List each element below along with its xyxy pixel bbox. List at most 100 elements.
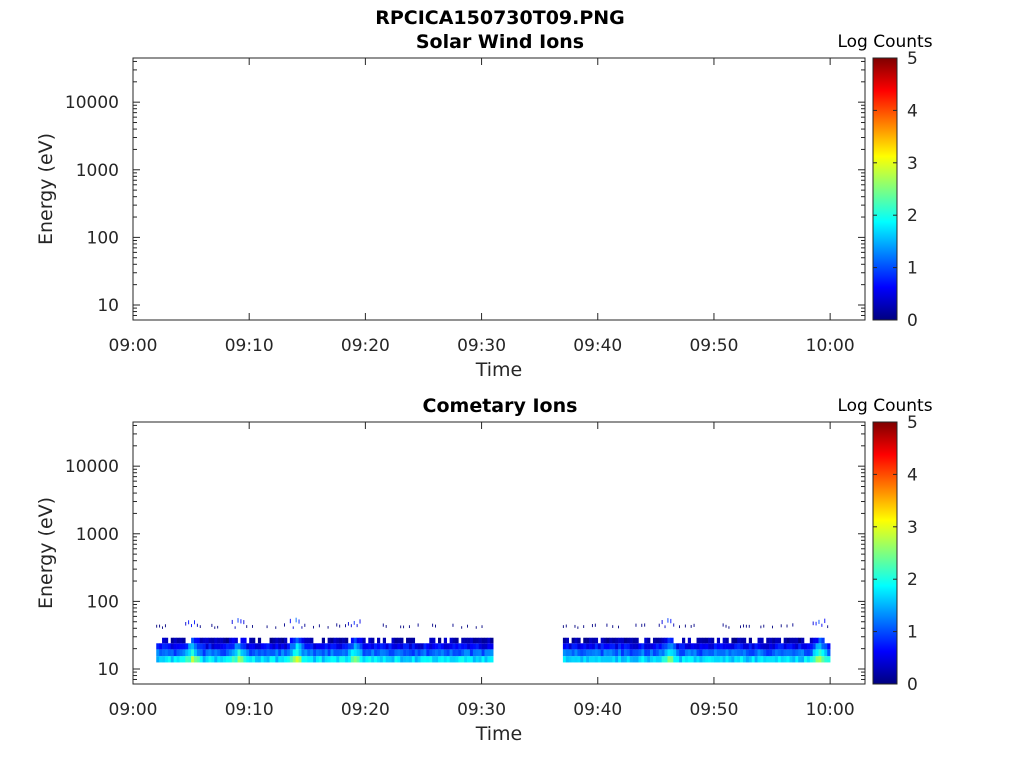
heatmap-cell [467,643,471,650]
heatmap-cell [792,643,796,650]
heatmap-cell [594,637,599,644]
heatmap-cell [333,649,337,657]
heatmap-cell [260,656,265,663]
heatmap-cell [435,643,439,650]
heatmap-cell [304,656,308,663]
heatmap-cell [324,643,328,650]
heatmap-cell [318,624,320,628]
heatmap-cell [217,637,221,644]
heatmap-cell [350,637,355,644]
heatmap-cell [237,643,241,650]
heatmap-cell [164,624,166,628]
heatmap-cell [772,656,776,663]
heatmap-cell [292,626,294,629]
heatmap-cell [740,649,744,657]
heatmap-cell [185,656,189,663]
heatmap-cell [304,623,306,627]
heatmap-cell [818,619,820,624]
heatmap-cell [307,649,311,657]
heatmap-cell [684,656,689,663]
heatmap-cell [577,626,579,629]
heatmap-cell [458,643,462,650]
heatmap-cell [812,643,816,650]
heatmap-cell [414,649,418,657]
heatmap-cell [377,656,381,663]
heatmap-cell [432,643,436,650]
heatmap-cell [472,656,477,663]
heatmap-cell [737,656,741,663]
heatmap-cell [313,649,317,657]
heatmap-cell [743,624,744,628]
heatmap-cell [603,643,607,650]
heatmap-cell [719,656,723,663]
y-axis: 10 100 1000 10000 [65,60,865,321]
heatmap-cell [673,656,677,663]
heatmap-cell [307,656,311,663]
heatmap-cell [199,649,204,657]
heatmap-cell [391,637,395,644]
heatmap-cell [815,656,819,663]
heatmap-cell [827,625,829,629]
heatmap-cell [577,643,581,650]
heatmap-cell [606,656,610,663]
y-tick-label: 100 [87,228,119,248]
heatmap-cell [330,637,334,644]
heatmap-cell [443,643,448,650]
heatmap-cell [449,637,453,644]
heatmap-cell [586,643,590,650]
heatmap-cell [490,643,494,650]
heatmap-cell [185,643,189,650]
heatmap-cell [321,656,326,663]
heatmap-cell [673,643,677,650]
heatmap-cell [574,649,578,657]
heatmap-cell [647,643,651,650]
heatmap-cell [571,649,575,657]
heatmap-cell [737,649,741,657]
heatmap-cell [211,649,215,657]
heatmap-cell [626,649,631,657]
heatmap-cell [362,649,366,657]
heatmap-cell [789,643,793,650]
heatmap-cell [725,656,729,663]
heatmap-cell [368,637,372,644]
heatmap-cell [629,649,633,657]
heatmap-cell [223,643,227,650]
colorbar-tick-label: 0 [907,311,918,331]
heatmap-cell [751,649,755,657]
heatmap-cell [562,656,567,663]
heatmap-cell [786,624,788,628]
heatmap-cell [365,656,369,663]
heatmap-cell [176,637,180,644]
heatmap-cell [757,643,761,650]
heatmap-cell [385,625,387,628]
heatmap-cell [705,649,709,657]
colorbar-tick-label: 5 [907,49,918,69]
heatmap-cell [475,656,479,663]
heatmap-cell [452,656,456,663]
heatmap-cell [490,637,494,644]
x-tick-label: 09:00 [109,700,158,720]
heatmap-cell [600,643,604,650]
x-tick-label: 09:40 [573,336,622,356]
heatmap-cell [377,637,381,644]
heatmap-cell [208,643,212,650]
heatmap-cell [774,656,779,663]
heatmap-cell [487,637,491,644]
heatmap-cell [240,619,242,624]
heatmap-cell [568,656,572,663]
heatmap-cell [307,643,311,650]
heatmap-cell [368,649,372,657]
heatmap-cell [702,643,706,650]
heatmap-cell [246,625,248,628]
colorbar-tick-label: 3 [907,518,918,538]
heatmap-cell [249,649,253,657]
heatmap-cell [170,649,174,657]
heatmap-cell [713,656,718,663]
heatmap-cell [240,656,244,663]
heatmap-cell [737,643,741,650]
heatmap-cell [240,643,244,650]
colorbar-tick-label: 4 [907,101,918,121]
heatmap-cell [734,643,738,650]
heatmap-cell [406,656,410,663]
x-tick-label: 09:10 [225,700,274,720]
